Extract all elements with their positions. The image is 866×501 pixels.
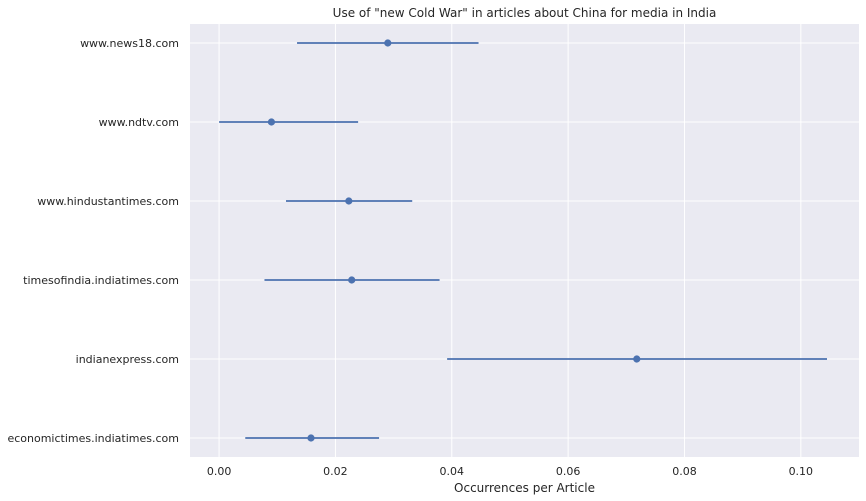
data-point — [267, 118, 276, 126]
data-point — [348, 276, 356, 284]
y-tick-label: timesofindia.indiatimes.com — [23, 274, 179, 287]
y-tick-labels: www.news18.com www.ndtv.com www.hindustant… — [7, 37, 179, 445]
y-tick-label: www.news18.com — [80, 37, 179, 50]
y-tick-label: www.hindustantimes.com — [37, 195, 179, 208]
x-tick-label: 0.04 — [440, 465, 465, 478]
data-point — [307, 434, 315, 442]
x-axis-label: Occurrences per Article — [454, 481, 595, 495]
plot-background — [190, 24, 859, 457]
x-tick-label: 0.08 — [672, 465, 697, 478]
y-tick-label: economictimes.indiatimes.com — [7, 432, 179, 445]
data-point — [633, 355, 641, 363]
x-tick-label: 0.00 — [207, 465, 232, 478]
x-tick-label: 0.02 — [323, 465, 348, 478]
x-tick-label: 0.06 — [556, 465, 581, 478]
x-tick-labels: 0.00 0.02 0.04 0.06 0.08 0.10 — [207, 465, 813, 478]
x-tick-label: 0.10 — [789, 465, 814, 478]
data-point — [345, 197, 353, 205]
data-marks — [219, 39, 828, 442]
data-point — [384, 39, 392, 47]
y-tick-label: indianexpress.com — [76, 353, 179, 366]
y-tick-label: www.ndtv.com — [99, 116, 179, 129]
chart-title: Use of "new Cold War" in articles about … — [333, 6, 717, 20]
